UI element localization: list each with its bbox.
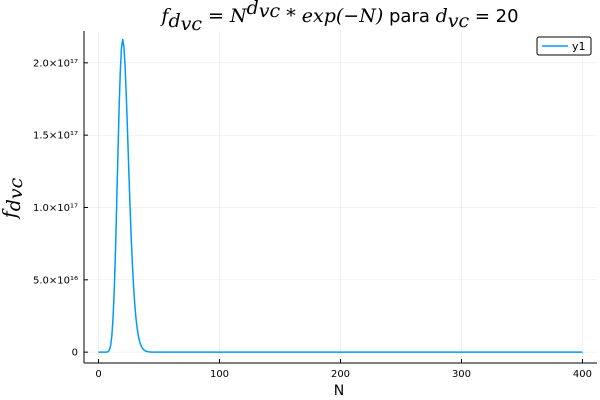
x-axis-label: N [334,383,344,399]
y-label-sub: d [3,199,25,211]
x-tick-label: 200 [331,369,350,380]
y-tick-label: 0 [72,348,78,359]
y-axis-label: fdvc [0,177,27,220]
x-ticks: 0 100 200 300 400 [95,359,592,380]
y-tick-label: 5.0×10¹⁶ [33,275,78,286]
title-lhs-sub: d [168,10,180,32]
title-lhs-subsub: vc [181,13,203,35]
title-exp-sub: vc [259,0,281,22]
y-ticks: 0 5.0×10¹⁶ 1.0×10¹⁷ 1.5×10¹⁷ 2.0×10¹⁷ [33,58,88,359]
series-line-y1 [98,38,583,353]
x-tick-label: 400 [573,369,592,380]
y-tick-label: 2.0×10¹⁷ [33,58,78,69]
x-tick-label: 0 [95,369,101,380]
legend: y1 [536,36,592,56]
title-param-value: = 20 [469,6,518,27]
legend-label-y1: y1 [572,40,586,53]
series-layer [98,38,583,353]
title-param: d [436,5,448,27]
title-eq: = N [202,5,248,27]
y-label-subsub: vc [5,177,27,199]
grid [84,31,597,363]
title-rhs: * exp(−N) [280,5,383,27]
title-text: para [383,6,435,27]
y-tick-label: 1.5×10¹⁷ [33,131,78,142]
title-lhs: f [159,5,171,27]
x-tick-label: 100 [210,369,229,380]
chart-title: fdvc = Ndvc * exp(−N) para dvc = 20 [159,0,518,35]
y-tick-label: 1.0×10¹⁷ [33,203,78,214]
title-param-sub: vc [448,10,470,32]
title-exp-base: d [247,0,259,19]
y-label-base: f [0,208,21,220]
x-tick-label: 300 [452,369,471,380]
